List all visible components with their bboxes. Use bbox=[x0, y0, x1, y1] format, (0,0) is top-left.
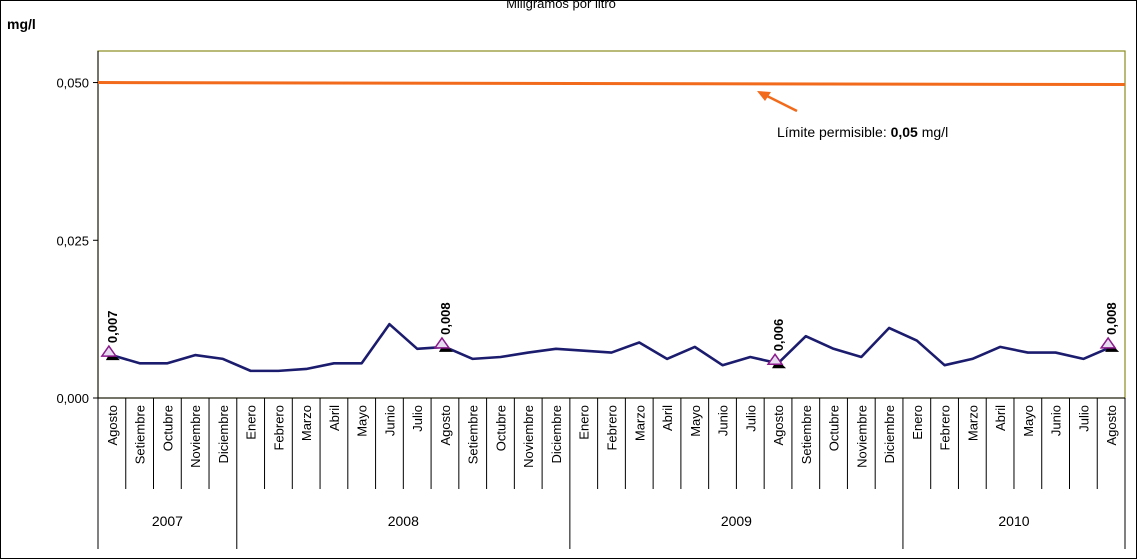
x-category-label: Enero bbox=[577, 405, 592, 440]
x-category-label: Octubre bbox=[160, 405, 175, 451]
x-category-label: Setiembre bbox=[799, 405, 814, 464]
x-category-label: Diciembre bbox=[549, 405, 564, 464]
x-category-label: Junio bbox=[382, 405, 397, 436]
x-category-label: Julio bbox=[1076, 405, 1091, 432]
x-category-label: Noviembre bbox=[188, 405, 203, 468]
x-category-label: Febrero bbox=[271, 405, 286, 451]
x-year-label: 2010 bbox=[998, 513, 1029, 529]
x-category-label: Abril bbox=[660, 405, 675, 431]
x-category-label: Octubre bbox=[493, 405, 508, 451]
x-category-label: Noviembre bbox=[854, 405, 869, 468]
y-axis-unit: mg/l bbox=[7, 16, 36, 32]
x-category-label: Octubre bbox=[827, 405, 842, 451]
x-year-label: 2008 bbox=[388, 513, 419, 529]
x-category-label: Abril bbox=[993, 405, 1008, 431]
limit-label-value: 0,05 bbox=[891, 124, 918, 140]
x-category-label: Abril bbox=[327, 405, 342, 431]
limit-line bbox=[98, 83, 1125, 85]
data-marker bbox=[435, 338, 449, 348]
x-year-label: 2007 bbox=[152, 513, 183, 529]
limit-label-suffix: mg/l bbox=[918, 124, 948, 140]
x-category-label: Agosto bbox=[1104, 405, 1119, 445]
x-category-label: Marzo bbox=[965, 405, 980, 441]
y-tick-label: 0,050 bbox=[56, 76, 89, 91]
x-category-label: Setiembre bbox=[466, 405, 481, 464]
data-marker bbox=[1101, 338, 1115, 348]
data-marker bbox=[768, 354, 782, 364]
x-category-label: Febrero bbox=[605, 405, 620, 451]
x-category-label: Febrero bbox=[938, 405, 953, 451]
limit-layer: Límite permisible: 0,05 mg/l bbox=[98, 83, 1125, 140]
data-label-layer: 0,007 0,008 0,006 0,008 bbox=[102, 302, 1119, 368]
limit-label: Límite permisible: 0,05 mg/l bbox=[777, 124, 948, 140]
chart-subtitle: Miligramos por litro bbox=[506, 1, 616, 11]
x-category-label: Marzo bbox=[299, 405, 314, 441]
x-category-label: Junio bbox=[1049, 405, 1064, 436]
x-category-label: Diciembre bbox=[216, 405, 231, 464]
series-line bbox=[112, 324, 1111, 371]
data-label: 0,008 bbox=[1104, 302, 1119, 335]
x-category-label: Agosto bbox=[771, 405, 786, 445]
x-category-label: Mayo bbox=[1021, 405, 1036, 437]
x-category-label: Agosto bbox=[438, 405, 453, 445]
x-category-label: Diciembre bbox=[882, 405, 897, 464]
x-year-label: 2009 bbox=[721, 513, 752, 529]
y-axis: 0,000 0,025 0,050 bbox=[56, 51, 98, 406]
x-category-label: Setiembre bbox=[133, 405, 148, 464]
limit-label-prefix: Límite permisible: bbox=[777, 124, 891, 140]
data-label: 0,006 bbox=[771, 319, 786, 352]
x-axis: Agosto Setiembre Octubre Noviembre Diciembre… bbox=[98, 398, 1125, 549]
y-tick-label: 0,025 bbox=[56, 233, 89, 248]
y-tick-label: 0,000 bbox=[56, 391, 89, 406]
data-label: 0,008 bbox=[438, 302, 453, 335]
x-category-label: Julio bbox=[743, 405, 758, 432]
x-category-label: Julio bbox=[410, 405, 425, 432]
plot-area bbox=[98, 51, 1125, 398]
data-label: 0,007 bbox=[105, 311, 120, 344]
series-layer bbox=[112, 324, 1111, 371]
x-category-label: Junio bbox=[716, 405, 731, 436]
x-category-label: Enero bbox=[244, 405, 259, 440]
x-category-label: Marzo bbox=[632, 405, 647, 441]
x-category-label: Noviembre bbox=[521, 405, 536, 468]
x-category-label: Agosto bbox=[105, 405, 120, 445]
x-category-label: Enero bbox=[910, 405, 925, 440]
x-category-label: Mayo bbox=[355, 405, 370, 437]
data-marker bbox=[102, 346, 116, 356]
x-category-label: Mayo bbox=[688, 405, 703, 437]
